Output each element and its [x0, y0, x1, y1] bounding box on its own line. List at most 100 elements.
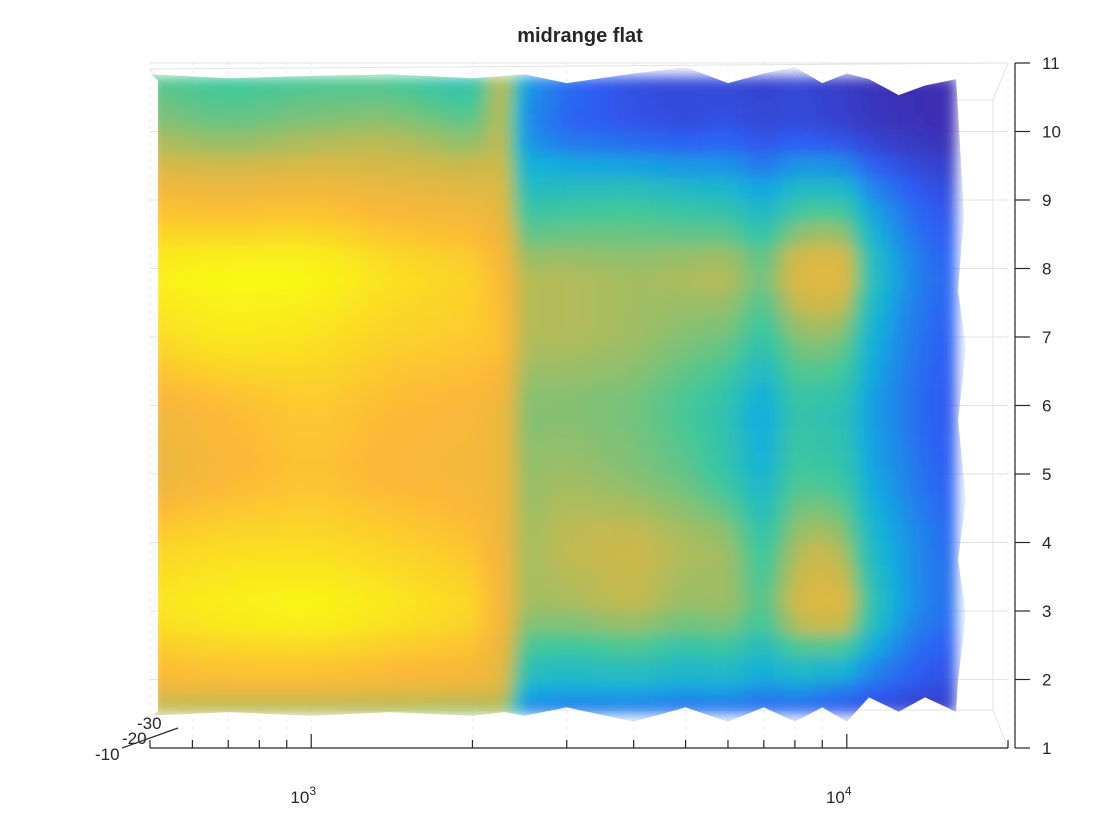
surface-cell — [838, 610, 848, 635]
surface-cell — [482, 610, 495, 635]
surface-cell — [566, 564, 590, 589]
surface-cell — [482, 496, 495, 521]
surface-cell — [829, 542, 840, 566]
surface-cell — [868, 519, 880, 543]
surface-cell — [471, 290, 484, 315]
surface-cell — [566, 610, 590, 635]
surface-cell — [784, 405, 796, 429]
surface-cell — [794, 131, 805, 155]
surface-cell — [846, 633, 855, 658]
surface-cell — [861, 290, 870, 315]
surface-cell — [794, 76, 805, 96]
surface-cell — [846, 245, 855, 269]
surface-cell — [175, 222, 203, 247]
surface-cell — [924, 313, 936, 338]
surface-cell — [444, 290, 473, 315]
surface-cell — [201, 131, 229, 155]
surface-cell — [868, 450, 880, 475]
z-tick-label: -30 — [137, 714, 162, 733]
surface-cell — [482, 245, 495, 269]
surface-cell — [444, 473, 473, 498]
surface-cell — [493, 382, 506, 406]
surface-cell — [751, 656, 765, 680]
surface-cell — [898, 336, 908, 361]
surface-cell — [727, 382, 741, 406]
surface-cell — [945, 405, 957, 429]
surface-cell — [812, 382, 823, 406]
surface-cell — [751, 245, 765, 269]
surface-cell — [633, 222, 652, 247]
surface-cell — [416, 153, 446, 178]
surface-cell — [868, 112, 880, 132]
surface-cell — [283, 405, 312, 429]
surface-cell — [739, 336, 753, 361]
surface-cell — [493, 199, 506, 224]
surface-cell — [751, 382, 765, 406]
surface-cell — [336, 313, 364, 338]
surface-cell — [898, 610, 908, 635]
surface-cell — [727, 153, 741, 178]
surface-cell — [751, 222, 765, 247]
surface-cell — [861, 222, 870, 247]
surface-cell — [915, 473, 926, 498]
surface-cell — [227, 336, 257, 361]
surface-cell — [255, 268, 285, 292]
surface-cell — [227, 290, 257, 315]
surface-cell — [255, 633, 285, 658]
surface-cell — [821, 690, 831, 703]
surface-cell — [336, 199, 364, 224]
surface-cell — [699, 268, 715, 292]
surface-cell — [906, 587, 917, 612]
surface-cell — [444, 610, 473, 635]
surface-cell — [803, 542, 814, 566]
surface-cell — [812, 336, 823, 361]
surface-cell — [898, 199, 908, 224]
surface-cell — [861, 199, 870, 224]
surface-cell — [552, 290, 568, 315]
surface-cell — [633, 76, 652, 96]
surface-cell — [201, 112, 229, 132]
surface-cell — [713, 176, 729, 201]
surface-cell — [471, 542, 484, 566]
surface-cell — [739, 405, 753, 429]
surface-cell — [906, 112, 917, 132]
surface-cell — [610, 94, 635, 114]
surface-cell — [699, 633, 715, 658]
surface-cell — [739, 587, 753, 612]
surface-cell — [493, 313, 506, 338]
surface-cell — [853, 222, 863, 247]
surface-cell — [362, 564, 390, 589]
surface-cell — [283, 245, 312, 269]
surface-cell — [588, 427, 612, 452]
surface-cell — [588, 701, 612, 715]
surface-cell — [763, 542, 775, 566]
surface-cell — [537, 690, 554, 703]
surface-cell — [794, 679, 805, 692]
surface-cell — [310, 496, 338, 521]
surface-cell — [846, 176, 855, 201]
surface-cell — [510, 450, 519, 475]
surface-cell — [310, 656, 338, 680]
surface-cell — [878, 245, 890, 269]
surface-cell — [846, 222, 855, 247]
surface-cell — [898, 450, 908, 475]
surface-cell — [713, 427, 729, 452]
surface-cell — [868, 176, 880, 201]
surface-cell — [310, 76, 338, 96]
surface-cell — [888, 405, 900, 429]
surface-cell — [838, 382, 848, 406]
y-tick-label: 5 — [1042, 465, 1051, 484]
surface-cell — [739, 290, 753, 315]
surface-cell — [924, 564, 936, 589]
surface-cell — [861, 679, 870, 692]
surface-cell — [633, 153, 652, 178]
surface-cell — [846, 564, 855, 589]
surface-cell — [846, 542, 855, 566]
surface-cell — [255, 473, 285, 498]
surface-cell — [685, 679, 701, 692]
z-axis-line — [121, 727, 179, 749]
surface-cell — [362, 199, 390, 224]
surface-cell — [915, 359, 926, 384]
surface-cell — [471, 564, 484, 589]
